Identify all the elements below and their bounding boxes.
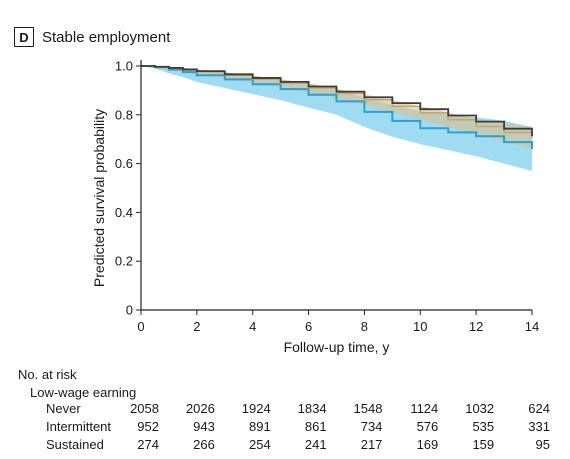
risk-cell: 274 [137, 437, 159, 452]
x-tick-label: 10 [413, 319, 427, 334]
risk-cell: 241 [304, 437, 327, 452]
risk-cell: 169 [416, 437, 439, 452]
risk-cell: 2058 [130, 401, 159, 416]
y-tick-label: 0.4 [115, 205, 133, 220]
risk-cell: 1924 [241, 401, 271, 416]
y-tick-label: 0.2 [115, 254, 133, 269]
series-line-never [141, 65, 533, 137]
risk-cell: 1834 [297, 401, 327, 416]
risk-row-label: Sustained [46, 437, 104, 452]
x-tick-label: 12 [469, 319, 483, 334]
risk-cell: 624 [528, 401, 550, 416]
y-axis-label: Predicted survival probability [91, 109, 107, 287]
risk-cell: 95 [535, 437, 550, 452]
risk-cell: 576 [416, 419, 439, 434]
risk-cell: 861 [304, 419, 327, 434]
x-tick-label: 4 [249, 319, 256, 334]
risk-table-header: No. at risk [18, 367, 77, 382]
risk-row-never: Never 2058 2026 1924 1834 1548 1124 1032 624 [0, 401, 570, 419]
risk-cell: 535 [472, 419, 495, 434]
y-tick-label: 1.0 [115, 59, 133, 74]
risk-row-label: Intermittent [46, 419, 112, 434]
x-tick-label: 14 [525, 319, 539, 334]
x-tick-label: 0 [137, 319, 144, 334]
panel-letter: D [14, 27, 34, 47]
risk-cell: 159 [472, 437, 495, 452]
risk-group-label: Low-wage earning [30, 385, 137, 400]
risk-row-intermittent: Intermittent 952 943 891 861 734 576 535 331 [0, 419, 570, 437]
x-axis-label: Follow-up time, y [284, 339, 390, 355]
y-tick-label: 0 [126, 303, 133, 318]
y-tick-label: 0.8 [115, 107, 133, 122]
x-tick-label: 2 [193, 319, 200, 334]
risk-cell: 1548 [353, 401, 383, 416]
risk-cell: 331 [528, 419, 550, 434]
risk-row-label: Never [46, 401, 81, 416]
risk-cell: 1124 [410, 401, 439, 416]
risk-cell: 254 [249, 437, 271, 452]
ci-band-sustained [141, 66, 532, 171]
x-tick-label: 6 [305, 319, 312, 334]
risk-cell: 1032 [465, 401, 495, 416]
risk-cell: 734 [360, 419, 383, 434]
x-tick-label: 8 [361, 319, 368, 334]
panel-title: Stable employment [42, 28, 171, 46]
risk-cell: 266 [193, 437, 215, 452]
risk-cell: 2026 [185, 401, 215, 416]
risk-cell: 952 [137, 419, 159, 434]
risk-cell: 217 [360, 437, 383, 452]
risk-cell: 891 [249, 419, 271, 434]
y-tick-label: 0.6 [115, 156, 133, 171]
panel-header: D Stable employment [14, 26, 170, 48]
risk-cell: 943 [193, 419, 215, 434]
risk-row-sustained: Sustained 274 266 254 241 217 169 159 95 [0, 437, 570, 455]
